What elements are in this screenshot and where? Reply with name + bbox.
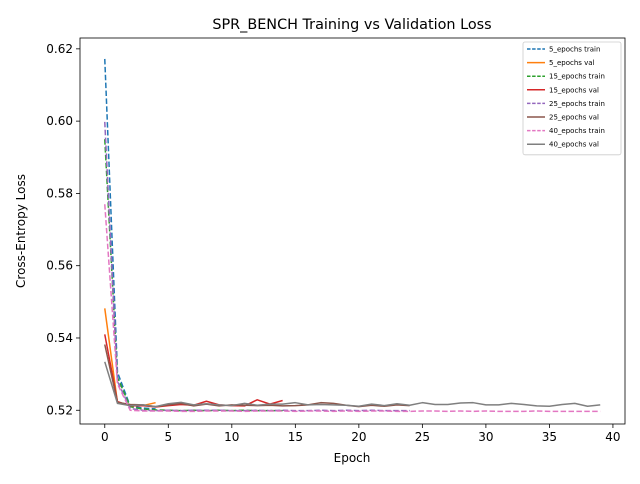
legend-label: 25_epochs train xyxy=(549,100,605,108)
y-tick-label: 0.54 xyxy=(46,331,73,345)
x-axis: 0 5 10 15 20 25 30 35 40 xyxy=(101,424,621,444)
y-tick-label: 0.52 xyxy=(46,403,73,417)
x-tick-label: 5 xyxy=(164,430,172,444)
legend-box xyxy=(522,41,622,156)
plot-frame xyxy=(79,37,626,425)
plot-area xyxy=(104,58,601,413)
legend-label: 40_epochs train xyxy=(549,127,605,135)
chart-title: SPR_BENCH Training vs Validation Loss xyxy=(212,17,491,33)
x-tick-label: 25 xyxy=(415,430,430,444)
x-axis-label: Epoch xyxy=(334,451,371,465)
legend-label: 25_epochs val xyxy=(549,114,599,122)
y-tick-label: 0.60 xyxy=(46,114,73,128)
series-line-2 xyxy=(104,139,283,412)
legend-label: 5_epochs val xyxy=(549,59,595,67)
x-tick-label: 20 xyxy=(351,430,366,444)
legend-label: 15_epochs val xyxy=(549,86,599,94)
x-tick-label: 40 xyxy=(605,430,620,444)
y-tick-label: 0.58 xyxy=(46,186,73,200)
y-tick-label: 0.56 xyxy=(46,259,73,273)
legend: 5_epochs train 5_epochs val 15_epochs trai… xyxy=(522,41,622,156)
series-line-6 xyxy=(104,204,601,413)
x-tick-label: 10 xyxy=(224,430,239,444)
x-tick-label: 30 xyxy=(478,430,493,444)
y-tick-label: 0.62 xyxy=(46,42,73,56)
series-line-7 xyxy=(104,361,601,408)
legend-label: 15_epochs train xyxy=(549,73,605,81)
legend-label: 5_epochs train xyxy=(549,46,600,54)
y-axis-label: Cross-Entropy Loss xyxy=(14,174,28,288)
x-tick-label: 0 xyxy=(101,430,109,444)
legend-label: 40_epochs val xyxy=(549,141,599,149)
x-tick-label: 35 xyxy=(542,430,557,444)
y-axis: 0.52 0.54 0.56 0.58 0.60 0.62 xyxy=(46,42,80,417)
x-tick-label: 15 xyxy=(288,430,303,444)
